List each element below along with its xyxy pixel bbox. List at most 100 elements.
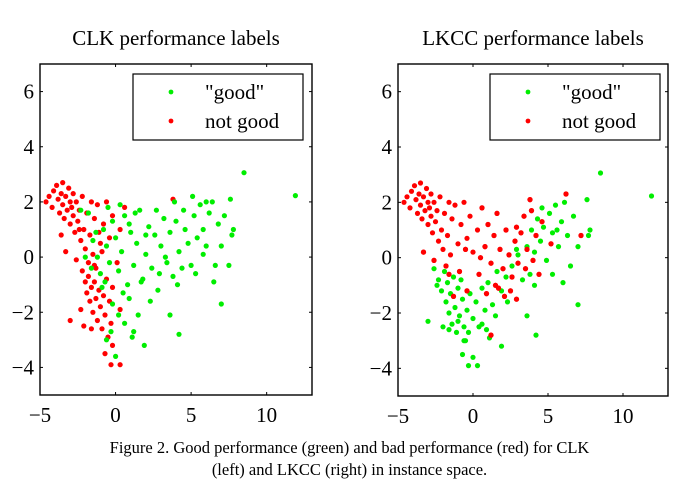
data-point bbox=[69, 204, 75, 210]
x-tick-label: 5 bbox=[186, 403, 197, 427]
data-point bbox=[444, 232, 451, 239]
data-point bbox=[87, 232, 93, 238]
plot-area-border bbox=[397, 63, 669, 397]
data-point bbox=[73, 257, 79, 263]
legend-entry-good: "good" bbox=[168, 80, 264, 104]
data-point bbox=[584, 197, 590, 203]
data-point bbox=[585, 232, 592, 239]
data-point bbox=[116, 312, 122, 318]
x-tick-label: 10 bbox=[613, 404, 634, 428]
data-point bbox=[203, 243, 209, 249]
chart-title: CLK performance labels bbox=[72, 26, 280, 50]
data-point bbox=[100, 293, 107, 299]
data-point bbox=[473, 299, 479, 305]
data-point bbox=[100, 221, 107, 227]
data-point bbox=[188, 262, 194, 268]
data-point bbox=[67, 317, 73, 324]
data-point bbox=[182, 226, 188, 233]
data-point bbox=[504, 299, 511, 305]
data-point bbox=[82, 279, 88, 285]
data-point bbox=[90, 251, 96, 257]
data-point bbox=[135, 312, 141, 318]
data-point bbox=[203, 199, 209, 205]
data-point bbox=[155, 287, 161, 293]
data-point bbox=[500, 266, 506, 272]
data-point bbox=[515, 260, 521, 266]
data-point bbox=[109, 218, 116, 224]
data-point bbox=[575, 302, 581, 308]
data-point bbox=[82, 246, 88, 252]
data-point bbox=[425, 318, 431, 324]
data-point bbox=[94, 254, 100, 260]
data-point bbox=[211, 279, 217, 285]
data-point bbox=[483, 327, 490, 333]
data-point bbox=[558, 219, 565, 225]
data-points bbox=[401, 170, 655, 369]
data-point bbox=[482, 244, 488, 250]
data-point bbox=[461, 338, 467, 344]
data-point bbox=[485, 280, 491, 286]
data-point bbox=[91, 279, 97, 285]
data-point bbox=[200, 226, 206, 233]
data-point bbox=[149, 265, 155, 271]
data-point bbox=[456, 268, 463, 275]
y-tick-label: −2 bbox=[12, 300, 34, 324]
data-point bbox=[78, 237, 84, 244]
y-tick-label: −4 bbox=[370, 356, 393, 380]
data-point bbox=[464, 307, 470, 313]
legend: "good" not good bbox=[132, 73, 304, 141]
data-point bbox=[434, 208, 440, 214]
data-point bbox=[474, 363, 481, 369]
legend-entry-good: "good" bbox=[525, 80, 621, 104]
data-point bbox=[440, 324, 446, 330]
data-points bbox=[43, 170, 298, 368]
data-point bbox=[218, 301, 224, 307]
data-point bbox=[99, 249, 105, 255]
legend-marker bbox=[525, 118, 531, 124]
data-point bbox=[190, 193, 196, 199]
data-point bbox=[51, 188, 57, 194]
data-point bbox=[497, 246, 503, 252]
data-point bbox=[81, 226, 87, 233]
data-point bbox=[185, 240, 191, 246]
data-point bbox=[97, 240, 103, 246]
data-point bbox=[109, 284, 116, 290]
data-point bbox=[567, 263, 574, 269]
data-point bbox=[63, 249, 69, 255]
data-point bbox=[470, 354, 476, 360]
figure-canvas: CLK performance labels −5 0 5 10 −4 −2 0 2 4 6 "goo… bbox=[12, 26, 669, 428]
data-point bbox=[446, 310, 452, 316]
data-point bbox=[476, 271, 482, 277]
data-point bbox=[530, 257, 536, 263]
legend-box bbox=[489, 73, 661, 141]
data-point bbox=[455, 318, 461, 324]
legend-label: "good" bbox=[205, 80, 264, 104]
data-point bbox=[494, 268, 500, 275]
data-point bbox=[509, 263, 515, 269]
data-point bbox=[479, 205, 485, 211]
data-point bbox=[46, 193, 52, 199]
data-point bbox=[60, 180, 66, 186]
data-point bbox=[461, 199, 467, 205]
legend-label: not good bbox=[562, 109, 637, 133]
data-point bbox=[54, 182, 60, 188]
data-point bbox=[426, 205, 433, 211]
data-point bbox=[527, 271, 533, 277]
data-point bbox=[549, 271, 556, 277]
data-point bbox=[221, 213, 227, 219]
data-point bbox=[117, 202, 123, 208]
data-point bbox=[117, 226, 123, 233]
data-point bbox=[465, 363, 472, 369]
data-point bbox=[60, 202, 66, 208]
data-point bbox=[122, 204, 128, 210]
data-point bbox=[55, 196, 61, 202]
data-point bbox=[549, 230, 556, 236]
data-point bbox=[446, 327, 452, 333]
data-point bbox=[515, 252, 521, 258]
data-point bbox=[99, 284, 105, 290]
data-point bbox=[429, 230, 436, 236]
data-point bbox=[477, 255, 484, 261]
data-point bbox=[498, 343, 505, 349]
data-point bbox=[131, 262, 137, 268]
series-not-good-overlay bbox=[420, 191, 584, 338]
